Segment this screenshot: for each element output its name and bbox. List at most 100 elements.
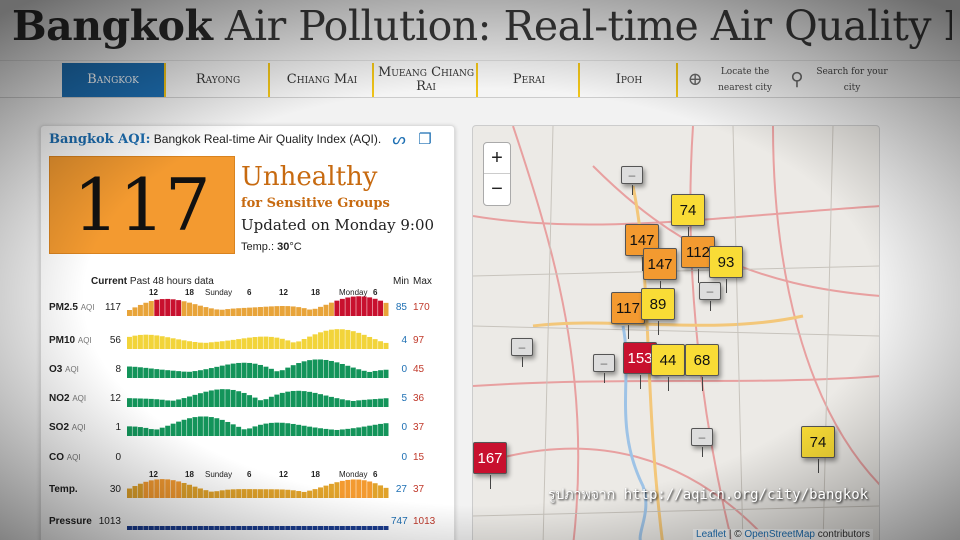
history-bar (154, 335, 160, 349)
history-bar (219, 490, 225, 498)
history-bar (383, 423, 389, 436)
history-bar (247, 489, 253, 498)
leaflet-link[interactable]: Leaflet (696, 529, 727, 540)
row-max: 97 (413, 335, 425, 346)
row-label: NO2 AQI (49, 393, 86, 404)
map-marker[interactable]: 147 (643, 248, 677, 295)
history-bar (356, 400, 362, 407)
tab-mueang-chiang-rai[interactable]: Mueang Chiang Rai (376, 63, 478, 97)
map-marker[interactable]: 68 (685, 344, 719, 391)
map-marker-unavailable[interactable]: – (699, 282, 721, 311)
history-bar (307, 336, 313, 349)
aqi-status-sub: for Sensitive Groups (241, 196, 390, 211)
history-bar (132, 307, 138, 316)
map-marker-unavailable[interactable]: – (621, 166, 643, 195)
history-bar (181, 301, 187, 316)
tab-ipoh[interactable]: Ipoh (582, 63, 678, 97)
history-bar (356, 479, 362, 498)
history-bar (263, 306, 269, 316)
zoom-in-button[interactable]: + (484, 143, 510, 174)
history-bar (214, 341, 220, 349)
history-bar (219, 389, 225, 407)
history-bar (148, 429, 154, 436)
aqi-map[interactable]: + − – – – – – 74 147 147 112 93 117 89 1… (472, 125, 880, 540)
history-bar (307, 426, 313, 436)
history-bar (192, 394, 198, 407)
history-bar (318, 359, 323, 378)
history-bar (247, 526, 253, 530)
history-bar (214, 366, 220, 378)
history-bar (290, 490, 296, 498)
widget-icon[interactable]: ❐ (418, 130, 432, 148)
history-bar (225, 364, 231, 378)
history-bar (296, 341, 302, 349)
history-bar (296, 390, 302, 407)
history-bar (361, 526, 367, 530)
history-bar (372, 370, 378, 378)
history-bar (197, 526, 203, 530)
map-marker[interactable]: 89 (641, 288, 675, 335)
history-bar (372, 526, 378, 530)
map-marker[interactable]: 117 (611, 292, 645, 339)
tab-bangkok[interactable]: Bangkok (62, 63, 166, 97)
history-bar (361, 399, 367, 407)
row-unit: AQI (71, 423, 86, 432)
history-bar (350, 479, 356, 498)
history-bar (148, 480, 154, 498)
locate-icon: ⊕ (687, 69, 703, 90)
history-bar (127, 426, 132, 436)
row-label: Temp. (49, 484, 78, 495)
history-bar (137, 526, 143, 530)
map-marker-unavailable[interactable]: – (511, 338, 533, 367)
history-bar (345, 297, 351, 316)
temp-value: 30 (277, 241, 290, 253)
history-bar (285, 306, 291, 316)
history-bar (361, 426, 367, 436)
map-marker-unavailable[interactable]: – (691, 428, 713, 457)
row-label: SO2 AQI (49, 422, 86, 433)
history-bar (230, 339, 236, 349)
day-tick: Monday (339, 288, 368, 297)
tab-chiang-mai[interactable]: Chiang Mai (272, 63, 374, 97)
tab-perai[interactable]: Perai (480, 63, 580, 97)
history-bar (328, 302, 334, 316)
history-bar (225, 421, 231, 436)
history-bar (197, 488, 203, 498)
map-marker[interactable]: 93 (709, 246, 743, 293)
history-bar (263, 366, 269, 378)
osm-link[interactable]: OpenStreetMap (744, 529, 815, 540)
row-label: CO AQI (49, 452, 81, 463)
row-unit: AQI (65, 365, 79, 374)
locate-nearest-city-button[interactable]: ⊕ Locate the nearest city (684, 63, 780, 97)
history-bar (301, 526, 307, 530)
history-bar (279, 306, 285, 316)
page-title: Bangkok Air Pollution: Real-time Air Qua… (12, 2, 952, 58)
history-bar (247, 362, 253, 378)
hour-tick: 6 (247, 470, 252, 479)
tab-rayong[interactable]: Rayong (168, 63, 270, 97)
map-marker[interactable]: 167 (473, 442, 507, 489)
zoom-out-button[interactable]: − (491, 178, 503, 200)
share-icon[interactable]: ᔕ (392, 130, 406, 148)
history-bar (247, 337, 253, 349)
map-marker[interactable]: 44 (651, 344, 685, 391)
history-bar (301, 339, 307, 349)
history-bar (334, 398, 340, 407)
locate-label: Locate the nearest city (718, 67, 772, 93)
panel-heading-bold: Bangkok AQI: (49, 132, 151, 147)
history-bar (345, 479, 351, 498)
map-marker[interactable]: 74 (801, 426, 835, 473)
history-bar (350, 296, 356, 316)
history-bar (225, 489, 231, 498)
search-city-button[interactable]: ⚲ Search for your city (786, 63, 892, 97)
history-bar (181, 526, 187, 530)
history-bar (312, 392, 318, 407)
page-title-city: Bangkok (12, 2, 213, 50)
history-bar (241, 489, 247, 498)
history-bar (350, 526, 356, 530)
history-bar (318, 306, 323, 316)
map-marker-unavailable[interactable]: – (593, 354, 615, 383)
history-bar (318, 428, 323, 436)
history-bar (137, 367, 143, 378)
map-marker[interactable]: 74 (671, 194, 705, 241)
